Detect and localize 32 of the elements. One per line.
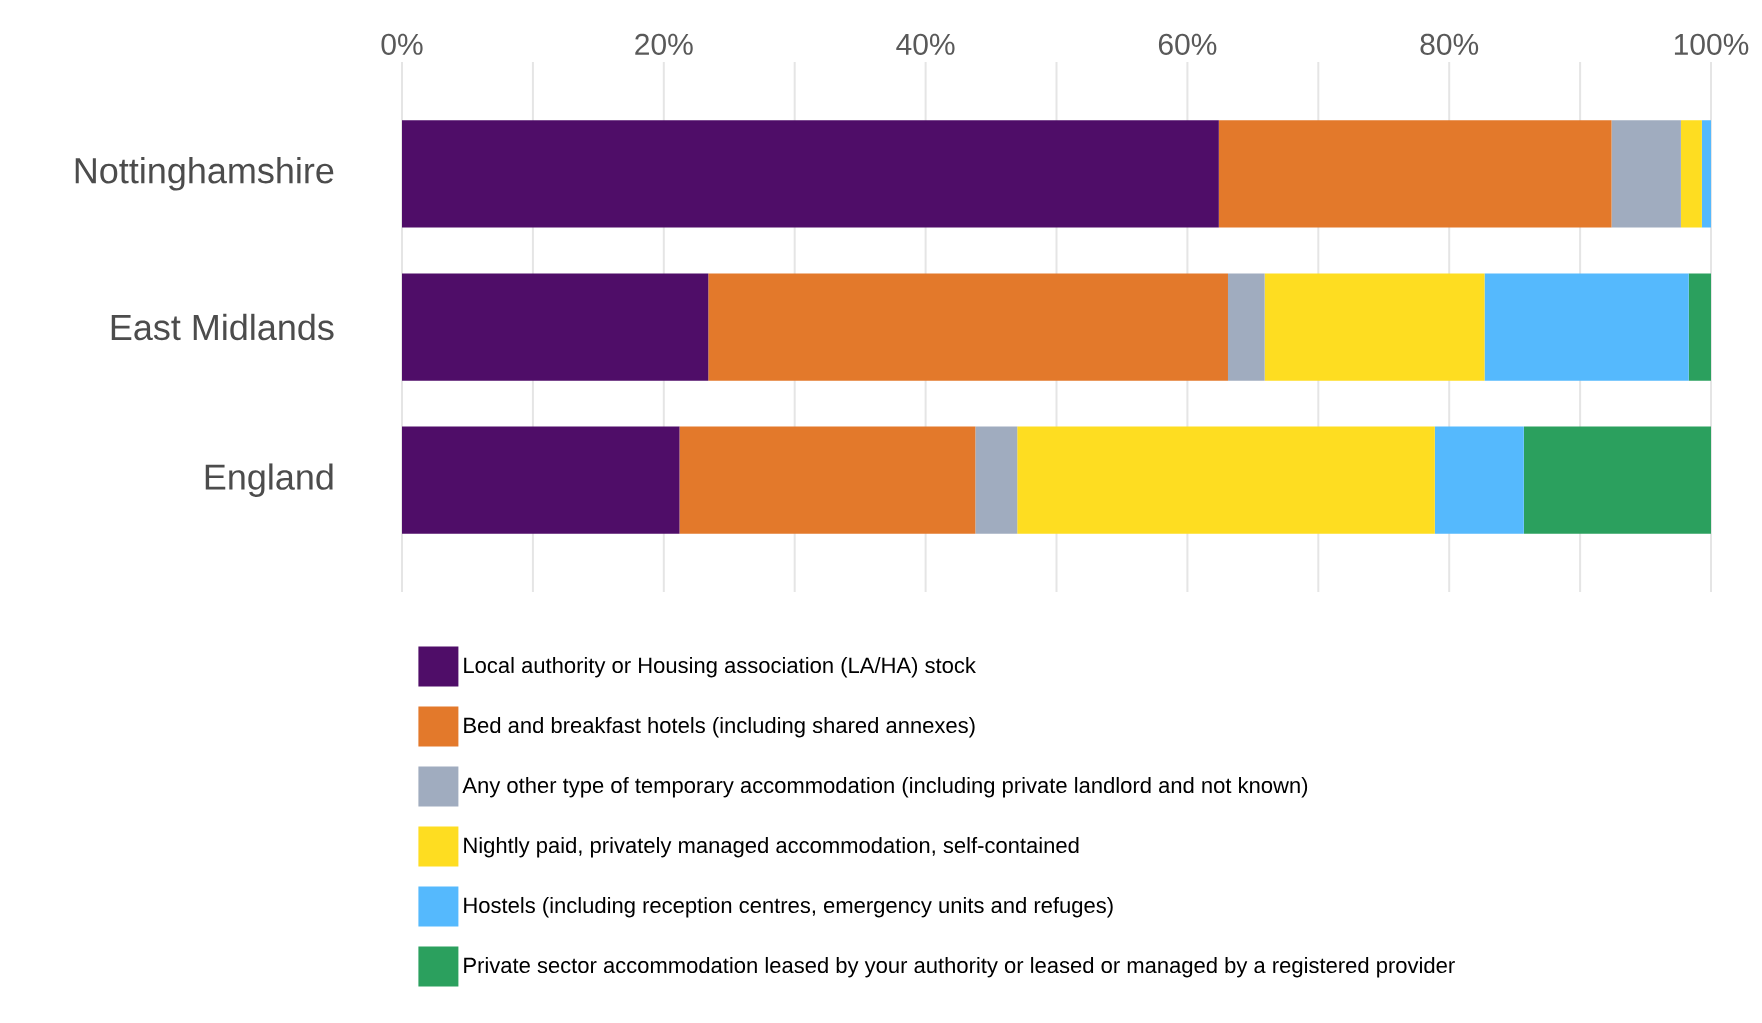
x-tick-label: 20%: [635, 33, 693, 55]
x-tick-label: 60%: [1158, 33, 1217, 55]
legend-label: Local authority or Housing association (LA/HA) stock: [464, 656, 976, 678]
bar: [1688, 273, 1712, 381]
x-tick-label: 80%: [1420, 33, 1479, 55]
bar: [402, 426, 680, 534]
x-tick-label: 40%: [896, 33, 955, 55]
bar: [1523, 426, 1712, 534]
legend-label: Bed and breakfast hotels (including shared annexes): [464, 716, 975, 738]
bar: [1680, 120, 1702, 228]
bar: [1701, 120, 1712, 228]
bar: [708, 273, 1228, 381]
bar: [402, 120, 1219, 228]
bar: [1017, 426, 1435, 534]
x-tick-label: 100%: [1674, 33, 1749, 55]
bar: [1611, 120, 1681, 228]
x-tick-label: 0%: [381, 33, 423, 55]
y-tick-label: East Midlands: [111, 313, 334, 341]
bar: [1484, 273, 1689, 381]
y-tick-label: Nottinghamshire: [75, 157, 334, 191]
legend-label: Hostels (including reception centres, emergency units and refuges): [464, 896, 1113, 918]
bar: [1434, 426, 1524, 534]
bar: [1218, 120, 1612, 228]
legend-label: Nightly paid, privately managed accommodation, self-contained: [464, 836, 1079, 858]
bar: [1264, 273, 1485, 381]
y-tick-label: England: [205, 463, 333, 497]
bar: [975, 426, 1018, 534]
bar: [679, 426, 976, 534]
legend-label: Private sector accommodation leased by your authority or leased or managed by a registered provider: [464, 956, 1455, 978]
legend-label: Any other type of temporary accommodation (including private landlord and not known): [462, 776, 1308, 798]
bar: [402, 273, 709, 381]
bar: [1227, 273, 1265, 381]
